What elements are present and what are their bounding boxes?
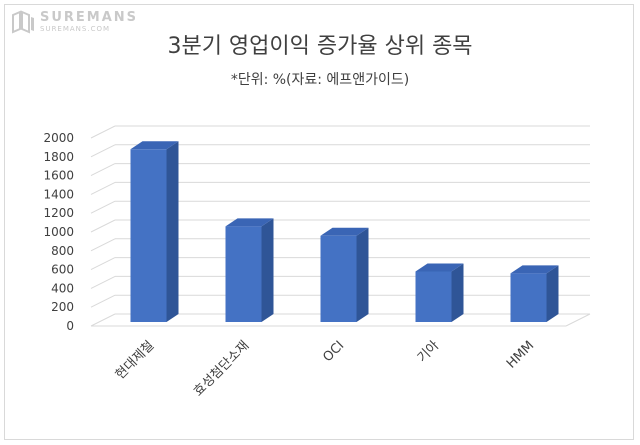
gridline [90, 200, 590, 214]
floor-edge [565, 313, 591, 327]
gridline [90, 125, 590, 139]
bar [510, 265, 559, 322]
gridline [90, 163, 590, 177]
bar-side [166, 141, 179, 322]
y-tick-label: 400 [51, 281, 74, 295]
x-tick-label: OCI [320, 338, 347, 365]
gridline [90, 144, 590, 158]
y-tick-label: 1600 [43, 169, 74, 183]
bar-top [320, 227, 369, 236]
bar-layer [130, 141, 559, 322]
logo-main-text: SUREMANS [40, 10, 139, 25]
logo-sub-text: SUREMANS.COM [40, 25, 111, 33]
y-axis-ticks: 0 200 400 600 800 1000 1200 1400 1600 1800 2000 [43, 131, 74, 333]
x-axis-labels: 현대제철 효성첨단소재 OCI 기아 HMM [113, 338, 537, 399]
bar-front [320, 235, 357, 322]
brand-logo: SUREMANS SUREMANS.COM [10, 9, 138, 35]
bar [130, 141, 179, 322]
x-tick-label: HMM [504, 338, 537, 371]
bar-top [130, 141, 179, 150]
suremans-logo-icon [12, 10, 34, 34]
y-tick-label: 1000 [43, 225, 74, 239]
bar-side [261, 218, 274, 322]
gridline [90, 219, 590, 233]
x-tick-label: 효성첨단소재 [191, 338, 252, 399]
bar [320, 227, 369, 322]
bar [415, 263, 464, 322]
chart-subtitle: *단위: %(자료: 에프앤가이드) [230, 72, 410, 88]
gridline [90, 181, 590, 195]
y-tick-label: 200 [51, 300, 74, 314]
bar-side [356, 227, 369, 322]
y-tick-label: 1800 [43, 150, 74, 164]
y-tick-label: 1200 [43, 206, 74, 220]
bar-front [510, 273, 547, 322]
bar-top [225, 218, 274, 227]
bar-side [451, 263, 464, 322]
bar-top [415, 263, 464, 272]
bar [225, 218, 274, 322]
y-tick-label: 1400 [43, 187, 74, 201]
y-tick-label: 800 [51, 244, 74, 258]
chart-title: 3분기 영업이익 증가율 상위 종목 [167, 34, 473, 59]
bar-front [225, 226, 262, 322]
bar-front [130, 149, 167, 322]
x-tick-label: 기아 [415, 338, 443, 366]
bar-front [415, 271, 452, 322]
x-tick-label: 현대제철 [113, 338, 157, 382]
bar-top [510, 265, 559, 274]
y-tick-label: 2000 [43, 131, 74, 145]
y-tick-label: 0 [66, 319, 74, 333]
chart-frame [4, 4, 634, 440]
bar-side [546, 265, 559, 322]
y-tick-label: 600 [51, 263, 74, 277]
